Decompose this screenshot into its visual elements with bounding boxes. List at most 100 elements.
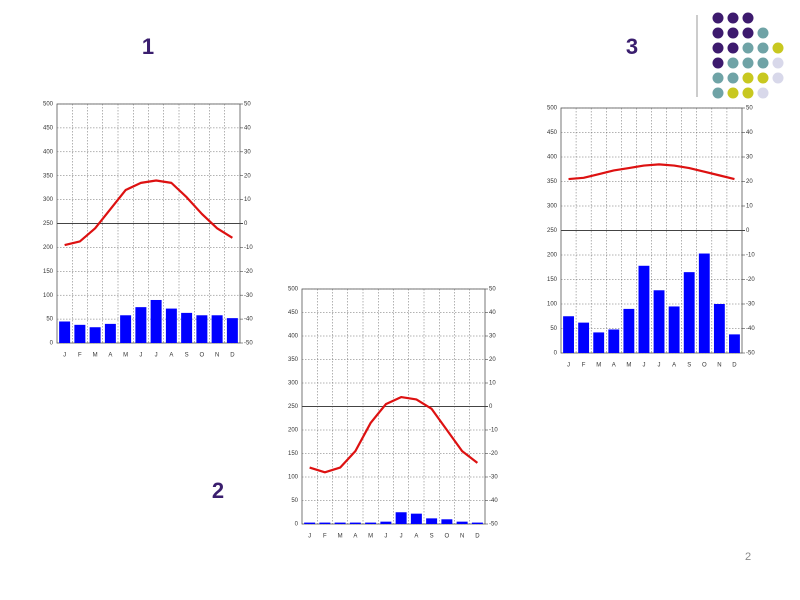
y2-tick-label: -30 <box>489 475 498 481</box>
x-tick-label: M <box>626 363 631 369</box>
x-tick-label: A <box>672 363 676 369</box>
x-tick-label: O <box>702 363 707 369</box>
precipitation-bar <box>226 318 238 343</box>
y-tick-label: 400 <box>547 155 558 161</box>
x-tick-label: J <box>308 534 311 540</box>
y2-tick-label: 10 <box>746 204 753 210</box>
page-number: 2 <box>745 551 751 563</box>
x-tick-label: J <box>658 363 661 369</box>
x-tick-label: A <box>612 363 616 369</box>
y-tick-label: 300 <box>547 204 558 210</box>
y-tick-label: 450 <box>547 130 558 136</box>
precipitation-bar <box>319 522 331 524</box>
precipitation-bar <box>426 518 438 524</box>
x-tick-label: O <box>445 534 450 540</box>
y2-tick-label: -50 <box>244 341 253 347</box>
chart-number: 1 <box>142 34 154 59</box>
x-tick-label: D <box>230 353 235 359</box>
x-tick-label: N <box>215 353 219 359</box>
y-tick-label: 200 <box>288 428 299 434</box>
precipitation-bar <box>698 253 710 353</box>
precipitation-bar <box>395 512 407 524</box>
y2-tick-label: 0 <box>244 221 248 227</box>
y2-tick-label: 40 <box>746 130 753 136</box>
y-tick-label: 150 <box>288 451 299 457</box>
y2-tick-label: 30 <box>244 149 251 155</box>
y2-tick-label: -50 <box>746 351 755 357</box>
precipitation-bar <box>593 332 605 353</box>
x-tick-label: N <box>460 534 464 540</box>
x-tick-label: A <box>169 353 173 359</box>
x-tick-label: A <box>414 534 418 540</box>
y-tick-label: 0 <box>554 351 558 357</box>
y-tick-label: 400 <box>288 334 299 340</box>
temperature-line <box>64 179 233 247</box>
precipitation-bar <box>608 329 620 353</box>
y-tick-label: 50 <box>550 326 557 332</box>
y-tick-label: 250 <box>547 228 558 234</box>
precipitation-bar <box>120 315 132 343</box>
y2-tick-label: 10 <box>244 197 251 203</box>
precipitation-bar <box>365 522 377 524</box>
precipitation-bar <box>683 272 695 353</box>
y2-tick-label: 20 <box>489 357 496 363</box>
precipitation-bar <box>334 522 346 524</box>
y-tick-label: 350 <box>288 357 299 363</box>
x-tick-label: J <box>155 353 158 359</box>
precipitation-bar <box>135 307 147 343</box>
precipitation-bar <box>150 299 162 343</box>
y2-tick-label: 50 <box>244 102 251 108</box>
precipitation-bar <box>181 312 193 343</box>
temperature-line <box>568 163 735 181</box>
y2-tick-label: -40 <box>244 317 253 323</box>
y2-tick-label: 40 <box>489 310 496 316</box>
y2-tick-label: -20 <box>489 451 498 457</box>
precipitation-bar <box>165 308 177 343</box>
x-tick-label: M <box>596 363 601 369</box>
y-tick-label: 0 <box>50 341 54 347</box>
y2-tick-label: -40 <box>746 326 755 332</box>
y2-tick-label: 10 <box>489 381 496 387</box>
precipitation-bar <box>59 321 71 343</box>
y2-tick-label: -20 <box>746 277 755 283</box>
y-tick-label: 300 <box>43 197 54 203</box>
decor-dots <box>712 12 784 99</box>
x-tick-label: M <box>123 353 128 359</box>
precipitation-bar <box>729 334 740 353</box>
y2-tick-label: -10 <box>244 245 253 251</box>
y-tick-label: 200 <box>43 245 54 251</box>
y2-tick-label: -10 <box>746 253 755 259</box>
y-tick-label: 450 <box>288 310 299 316</box>
y2-tick-label: 50 <box>489 287 496 293</box>
precipitation-bar <box>196 315 208 343</box>
x-tick-label: M <box>368 534 373 540</box>
precipitation-bar <box>578 322 590 353</box>
y2-tick-label: 20 <box>746 179 753 185</box>
x-tick-label: M <box>338 534 343 540</box>
y2-tick-label: 0 <box>489 404 493 410</box>
x-tick-label: D <box>475 534 480 540</box>
precipitation-bar <box>410 513 422 524</box>
x-tick-label: J <box>139 353 142 359</box>
x-tick-label: D <box>732 363 737 369</box>
y2-tick-label: 30 <box>746 155 753 161</box>
x-tick-label: S <box>185 353 189 359</box>
y2-tick-label: 50 <box>746 106 753 112</box>
x-tick-label: F <box>582 363 586 369</box>
precipitation-bar <box>304 522 316 524</box>
x-tick-label: A <box>108 353 112 359</box>
precipitation-bar <box>441 519 453 524</box>
y-tick-label: 300 <box>288 381 299 387</box>
y-tick-label: 450 <box>43 125 54 131</box>
precipitation-bar <box>563 316 574 353</box>
precipitation-bar <box>456 521 468 524</box>
y-tick-label: 200 <box>547 253 558 259</box>
precipitation-bar <box>211 315 223 343</box>
x-tick-label: M <box>93 353 98 359</box>
y2-tick-label: -30 <box>244 293 253 299</box>
x-tick-label: O <box>200 353 205 359</box>
precipitation-bar <box>713 304 725 353</box>
y2-tick-label: -10 <box>489 428 498 434</box>
y-tick-label: 100 <box>547 302 558 308</box>
y2-tick-label: -40 <box>489 498 498 504</box>
